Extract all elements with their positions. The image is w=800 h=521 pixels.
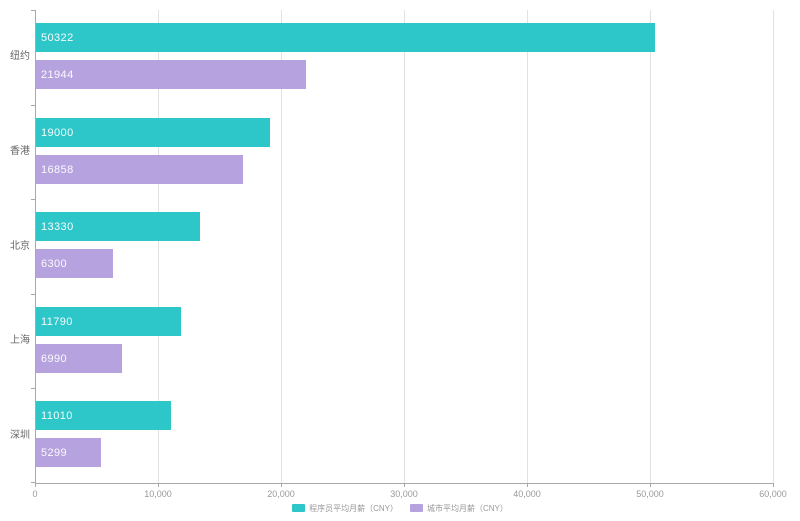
bar-value-label: 5299 [41, 446, 68, 459]
x-axis-tick-label: 40,000 [513, 489, 541, 499]
bar-value-label: 6300 [41, 257, 68, 270]
y-axis-tick [31, 482, 36, 483]
bar-value-label: 19000 [41, 126, 74, 139]
x-axis-tick [650, 483, 651, 487]
category-label: 北京 [10, 241, 30, 252]
chart-legend: 程序员平均月薪（CNY） 城市平均月薪（CNY） [0, 501, 800, 515]
bar-value-label: 11010 [41, 409, 73, 422]
bar[interactable]: 5299 [36, 438, 101, 467]
x-axis-tick-label: 10,000 [144, 489, 172, 499]
gridline [281, 10, 282, 483]
y-axis-tick [31, 199, 36, 200]
legend-item[interactable]: 城市平均月薪（CNY） [410, 503, 508, 514]
category-label: 深圳 [10, 430, 30, 441]
bar-value-label: 50322 [41, 31, 74, 44]
bar-value-label: 6990 [41, 352, 68, 365]
x-axis-tick [35, 483, 36, 487]
x-axis-tick-label: 20,000 [267, 489, 295, 499]
gridline [773, 10, 774, 483]
bar[interactable]: 6990 [36, 344, 122, 373]
bar[interactable]: 11010 [36, 401, 171, 430]
bar[interactable]: 21944 [36, 60, 306, 89]
category-label: 纽约 [10, 51, 30, 62]
gridline [527, 10, 528, 483]
bar-value-label: 11790 [41, 315, 73, 328]
plot-area: 50322 21944 19000 16858 13330 6300 11790 6990 11… [31, 10, 774, 487]
legend-label: 城市平均月薪（CNY） [427, 503, 508, 513]
category-label: 香港 [10, 146, 30, 157]
x-axis-tick [773, 483, 774, 487]
y-axis-tick [31, 10, 36, 11]
legend-item[interactable]: 程序员平均月薪（CNY） [292, 503, 398, 514]
legend-swatch [410, 504, 423, 512]
bar[interactable]: 50322 [36, 23, 655, 52]
gridline [650, 10, 651, 483]
y-axis-tick [31, 294, 36, 295]
bar[interactable]: 6300 [36, 249, 113, 278]
x-axis-tick-label: 0 [32, 489, 38, 499]
x-axis-tick [158, 483, 159, 487]
gridline [158, 10, 159, 483]
x-axis-tick [404, 483, 405, 487]
bar-value-label: 16858 [41, 163, 74, 176]
x-axis-tick-label: 60,000 [759, 489, 787, 499]
category-label: 上海 [10, 335, 30, 346]
bar[interactable]: 19000 [36, 118, 270, 147]
bar-value-label: 13330 [41, 220, 74, 233]
y-axis-tick [31, 388, 36, 389]
x-axis-tick-label: 30,000 [390, 489, 418, 499]
bar[interactable]: 13330 [36, 212, 200, 241]
x-axis-tick [527, 483, 528, 487]
x-axis-tick [281, 483, 282, 487]
bar[interactable]: 11790 [36, 307, 181, 336]
legend-label: 程序员平均月薪（CNY） [309, 503, 398, 513]
gridline [404, 10, 405, 483]
legend-swatch [292, 504, 306, 512]
x-axis-tick-label: 50,000 [636, 489, 664, 499]
bar-value-label: 21944 [41, 68, 74, 81]
bar[interactable]: 16858 [36, 155, 243, 184]
y-axis-tick [31, 105, 36, 106]
